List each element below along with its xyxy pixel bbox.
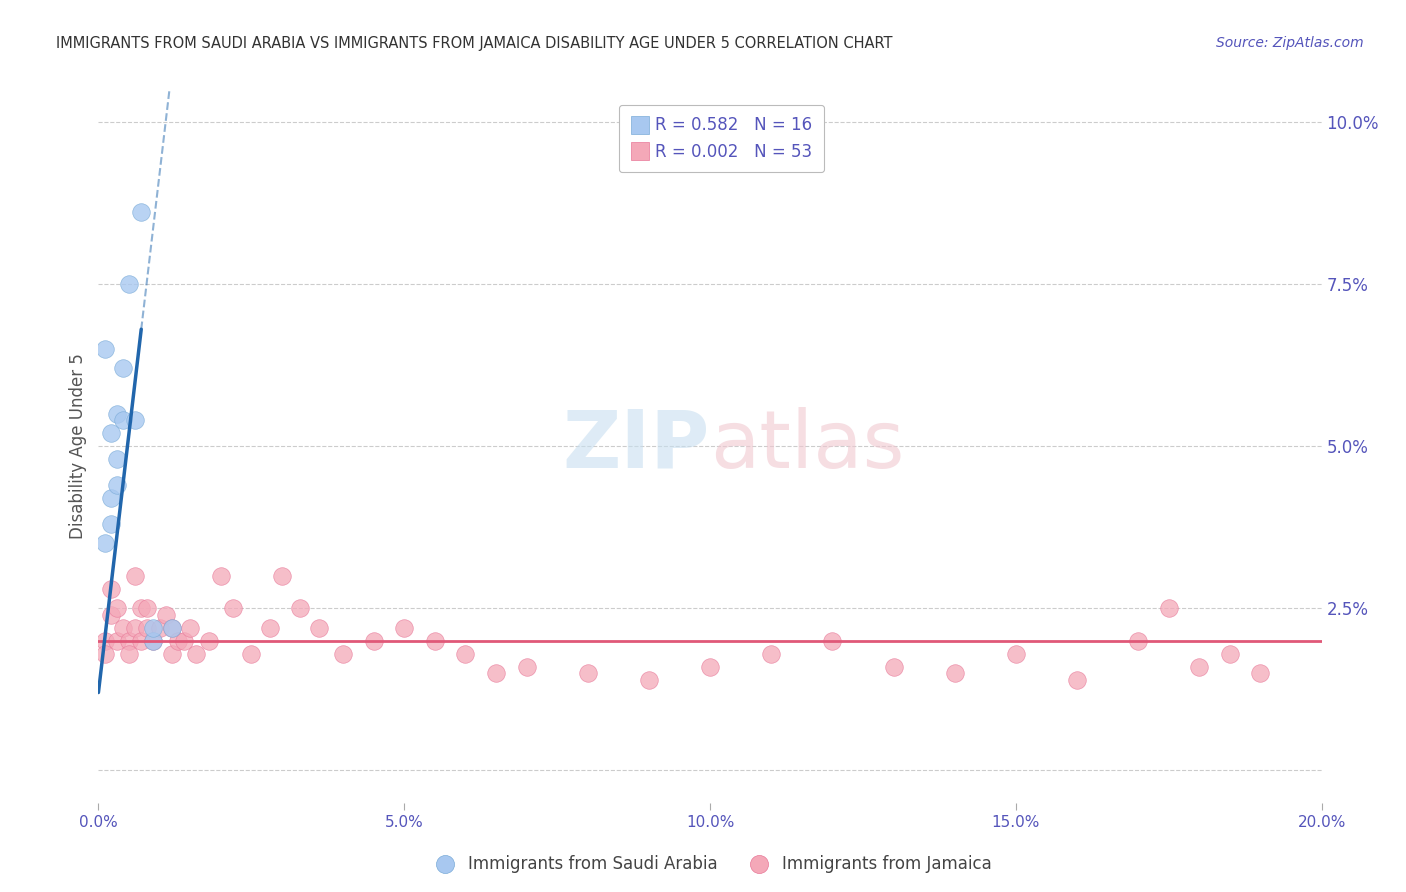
Point [93,342,115,356]
Text: IMMIGRANTS FROM SAUDI ARABIA VS IMMIGRANTS FROM JAMAICA DISABILITY AGE UNDER 5 C: IMMIGRANTS FROM SAUDI ARABIA VS IMMIGRAN… [56,36,893,51]
Text: ZIP: ZIP [562,407,710,485]
Point [637,673,661,687]
Point [160,621,183,635]
Point [124,568,146,582]
Point [883,659,905,673]
Point [240,647,263,661]
Point [173,633,195,648]
Point [105,478,128,492]
Point [167,633,190,648]
Point [129,601,152,615]
Point [160,621,183,635]
Text: atlas: atlas [710,407,904,485]
Point [943,666,966,681]
Point [129,205,152,219]
Point [699,659,721,673]
Point [270,568,292,582]
Point [186,647,208,661]
Point [155,607,177,622]
Point [105,452,128,467]
Y-axis label: Disability Age Under 5: Disability Age Under 5 [69,353,87,539]
Point [129,633,152,648]
Point [1188,659,1211,673]
Point [209,568,232,582]
Point [1066,673,1088,687]
Point [516,659,538,673]
Point [105,407,128,421]
Point [124,413,146,427]
Point [142,633,165,648]
Text: Source: ZipAtlas.com: Source: ZipAtlas.com [1216,36,1364,50]
Point [93,536,115,550]
Point [100,425,122,440]
Point [1249,666,1271,681]
Point [100,607,122,622]
Point [111,361,134,376]
Point [111,621,134,635]
Point [136,621,159,635]
Point [485,666,508,681]
Point [759,647,782,661]
Point [149,621,172,635]
Point [197,633,219,648]
Point [308,621,330,635]
Point [142,621,165,635]
Point [93,633,115,648]
Point [118,633,141,648]
Point [93,647,115,661]
Point [100,582,122,596]
Point [105,601,128,615]
Point [1004,647,1026,661]
Point [1157,601,1180,615]
Point [222,601,245,615]
Point [259,621,281,635]
Point [392,621,416,635]
Point [821,633,844,648]
Point [576,666,599,681]
Point [111,413,134,427]
Point [118,277,141,291]
Point [124,621,146,635]
Point [454,647,477,661]
Point [100,516,122,531]
Point [1219,647,1241,661]
Point [179,621,201,635]
Point [100,491,122,505]
Legend: Immigrants from Saudi Arabia, Immigrants from Jamaica: Immigrants from Saudi Arabia, Immigrants… [422,849,998,880]
Point [160,647,183,661]
Point [290,601,312,615]
Point [332,647,354,661]
Point [118,647,141,661]
Point [136,601,159,615]
Point [1128,633,1150,648]
Point [363,633,385,648]
Point [142,633,165,648]
Point [105,633,128,648]
Point [423,633,446,648]
